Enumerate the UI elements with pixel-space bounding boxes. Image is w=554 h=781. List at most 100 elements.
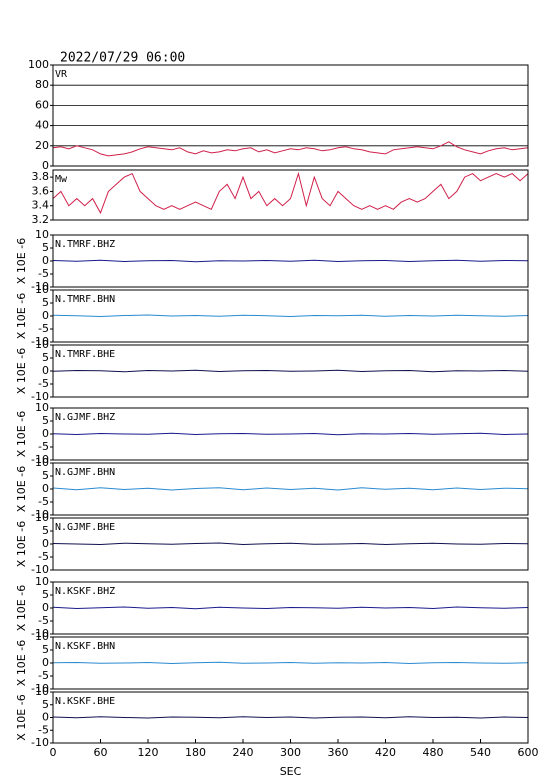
panel-frame <box>52 344 529 398</box>
y-tick-label: -10 <box>31 390 49 403</box>
y-tick-label: -10 <box>31 453 49 466</box>
panel-frame <box>52 407 529 461</box>
y-tick-label: -10 <box>31 563 49 576</box>
y-tick-label: 5 <box>42 414 49 427</box>
x-tick-label: 540 <box>470 746 491 759</box>
y-tick-label: -10 <box>31 335 49 348</box>
y-tick-label: 5 <box>42 469 49 482</box>
x-tick-label: 180 <box>185 746 206 759</box>
y-tick-label: 10 <box>35 575 49 588</box>
panel-label: N.TMRF.BHN <box>55 294 115 305</box>
y-tick-label: 60 <box>35 98 49 111</box>
y-tick-label: 5 <box>42 524 49 537</box>
y-tick-label: 40 <box>35 119 49 132</box>
x-axis-label: SEC <box>280 765 302 778</box>
y-tick-label: 0 <box>42 601 49 614</box>
line <box>52 661 529 665</box>
y-axis-label: X 10E -6 <box>15 585 28 631</box>
y-tick-label: 5 <box>42 698 49 711</box>
y-tick-label: 100 <box>28 58 49 71</box>
panel-label: Mw <box>55 174 68 185</box>
y-axis-label: X 10E -6 <box>15 411 28 457</box>
line <box>52 606 529 610</box>
y-tick-label: -5 <box>38 723 49 736</box>
y-tick-label: 80 <box>35 78 49 91</box>
y-tick-label: 0 <box>42 656 49 669</box>
panel-frame <box>52 289 529 343</box>
line <box>52 141 529 157</box>
y-tick-label: 10 <box>35 338 49 351</box>
y-tick-label: -5 <box>38 322 49 335</box>
y-axis-label: X 10E -6 <box>15 694 28 740</box>
y-tick-label: 20 <box>35 139 49 152</box>
panel-label: N.TMRF.BHZ <box>55 239 115 250</box>
panel-label: N.GJMF.BHE <box>55 522 115 533</box>
y-tick-label: 0 <box>42 254 49 267</box>
y-tick-label: 5 <box>42 241 49 254</box>
y-tick-label: 3.8 <box>32 170 50 183</box>
y-tick-label: 0 <box>42 537 49 550</box>
y-tick-label: 3.2 <box>32 213 50 226</box>
y-tick-label: -5 <box>38 550 49 563</box>
y-tick-label: 10 <box>35 283 49 296</box>
panel-frame <box>52 517 529 571</box>
panel-frame <box>52 169 529 221</box>
x-tick-label: 300 <box>280 746 301 759</box>
x-tick-label: 420 <box>375 746 396 759</box>
y-axis-label: X 10E -6 <box>15 293 28 339</box>
panel-frame <box>52 64 529 167</box>
y-axis-label: X 10E -6 <box>15 640 28 686</box>
y-tick-label: 10 <box>35 630 49 643</box>
y-tick-label: 5 <box>42 643 49 656</box>
y-axis-label: X 10E -6 <box>15 521 28 567</box>
y-tick-label: -10 <box>31 280 49 293</box>
y-tick-label: -10 <box>31 508 49 521</box>
chart-title: 2022/07/29 06:00 <box>60 51 185 66</box>
y-tick-label: 3.4 <box>32 199 50 212</box>
y-tick-label: 0 <box>42 711 49 724</box>
panel-frame <box>52 462 529 516</box>
x-tick-label: 0 <box>50 746 57 759</box>
x-tick-label: 120 <box>138 746 159 759</box>
y-tick-label: 0 <box>42 364 49 377</box>
line <box>52 487 529 491</box>
y-tick-label: -5 <box>38 377 49 390</box>
line <box>52 369 529 373</box>
panel-label: N.GJMF.BHN <box>55 467 115 478</box>
y-tick-label: -10 <box>31 682 49 695</box>
line <box>52 171 529 215</box>
y-tick-label: 10 <box>35 685 49 698</box>
y-axis-label: X 10E -6 <box>15 466 28 512</box>
y-axis-label: X 10E -6 <box>15 348 28 394</box>
y-tick-label: 10 <box>35 228 49 241</box>
x-tick-label: 480 <box>423 746 444 759</box>
y-tick-label: 5 <box>42 351 49 364</box>
y-tick-label: 10 <box>35 401 49 414</box>
x-tick-label: 60 <box>94 746 108 759</box>
y-tick-label: 0 <box>42 159 49 172</box>
line <box>52 432 529 436</box>
y-tick-label: 5 <box>42 296 49 309</box>
panel-label: N.KSKF.BHZ <box>55 586 115 597</box>
panel-frame <box>52 581 529 635</box>
y-tick-label: 5 <box>42 588 49 601</box>
line <box>52 314 529 318</box>
y-tick-label: 0 <box>42 309 49 322</box>
y-tick-label: -5 <box>38 669 49 682</box>
y-tick-label: -5 <box>38 267 49 280</box>
line <box>52 259 529 263</box>
y-tick-label: -10 <box>31 736 49 749</box>
line <box>52 716 529 719</box>
y-tick-label: 0 <box>42 427 49 440</box>
panel-label: N.KSKF.BHE <box>55 696 115 707</box>
y-tick-label: 10 <box>35 456 49 469</box>
y-tick-label: -5 <box>38 440 49 453</box>
panel-frame <box>52 636 529 690</box>
y-tick-label: -5 <box>38 495 49 508</box>
panel-label: N.KSKF.BHN <box>55 641 115 652</box>
y-tick-label: -5 <box>38 614 49 627</box>
x-tick-label: 240 <box>233 746 254 759</box>
panel-label: N.GJMF.BHZ <box>55 412 115 423</box>
panel-label: N.TMRF.BHE <box>55 349 115 360</box>
